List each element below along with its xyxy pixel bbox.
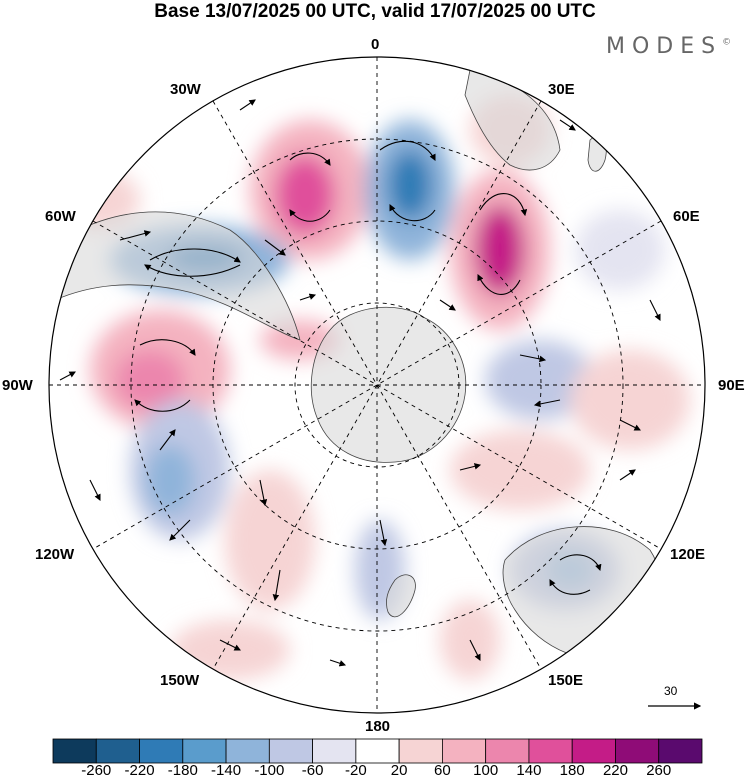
colorbar-swatch — [95, 738, 140, 764]
lon-label-0: 0 — [371, 36, 380, 53]
colorbar-swatch — [182, 738, 227, 764]
colorbar-tick-label: -220 — [124, 762, 155, 779]
lon-label-90w: 90W — [2, 377, 33, 394]
colorbar-swatch — [571, 738, 616, 764]
map-disk — [49, 57, 705, 713]
colorbar-swatch — [52, 738, 97, 764]
modes-logo: MODES© — [606, 34, 731, 59]
logo-text: MODES — [606, 34, 723, 59]
colorbar-tick-label: 260 — [646, 762, 672, 779]
lon-label-120w: 120W — [35, 546, 75, 563]
colorbar-swatch — [485, 738, 530, 764]
colorbar-swatch — [615, 738, 660, 764]
colorbar-swatch — [528, 738, 573, 764]
colorbar-tick-label: 140 — [516, 762, 542, 779]
colorbar-swatch — [225, 738, 270, 764]
colorbar-tick-label: -100 — [254, 762, 285, 779]
colorbar-tick-label: 20 — [390, 762, 408, 779]
colorbar-tick-label: 180 — [559, 762, 585, 779]
graticule — [49, 57, 705, 713]
colorbar-tick-label: -180 — [167, 762, 198, 779]
colorbar-tick-label: -260 — [81, 762, 112, 779]
colorbar-tick-label: -20 — [345, 762, 367, 779]
colorbar-tick-label: -140 — [211, 762, 242, 779]
colorbar-tick-label: 60 — [434, 762, 451, 779]
colorbar-swatch — [398, 738, 443, 764]
colorbar-tick-label: 220 — [602, 762, 628, 779]
colorbar — [52, 738, 703, 764]
lon-label-30e: 30E — [548, 81, 575, 98]
lon-label-60e: 60E — [673, 208, 700, 225]
africa — [464, 69, 561, 171]
colorbar-tick-label: 100 — [473, 762, 499, 779]
lon-label-90e: 90E — [718, 377, 745, 394]
colorbar-swatch — [355, 738, 400, 764]
lon-label-30w: 30W — [170, 81, 201, 98]
lon-label-150e: 150E — [548, 672, 584, 689]
reference-vector-label: 30 — [664, 684, 678, 698]
lon-label-120e: 120E — [670, 546, 706, 563]
colorbar-tick-label: -60 — [301, 762, 324, 779]
colorbar-swatch — [658, 738, 703, 764]
copyright-mark: © — [722, 37, 732, 48]
colorbar-swatch — [312, 738, 357, 764]
lon-label-180: 180 — [365, 718, 391, 735]
positive-anomaly-south-pacific — [225, 470, 315, 610]
lon-label-60w: 60W — [45, 208, 76, 225]
map-border — [48, 56, 706, 714]
wind-vectors — [59, 99, 661, 667]
map-title: Base 13/07/2025 00 UTC, valid 17/07/2025… — [154, 1, 596, 22]
negative-anomaly-indian-ocean — [485, 340, 595, 420]
lon-label-150w: 150W — [160, 672, 200, 689]
new-zealand — [386, 574, 416, 618]
positive-anomaly-indian-south — [450, 430, 590, 510]
colorbar-swatch — [441, 738, 487, 764]
colorbar-swatch — [268, 738, 314, 764]
colorbar-swatch — [139, 738, 184, 764]
